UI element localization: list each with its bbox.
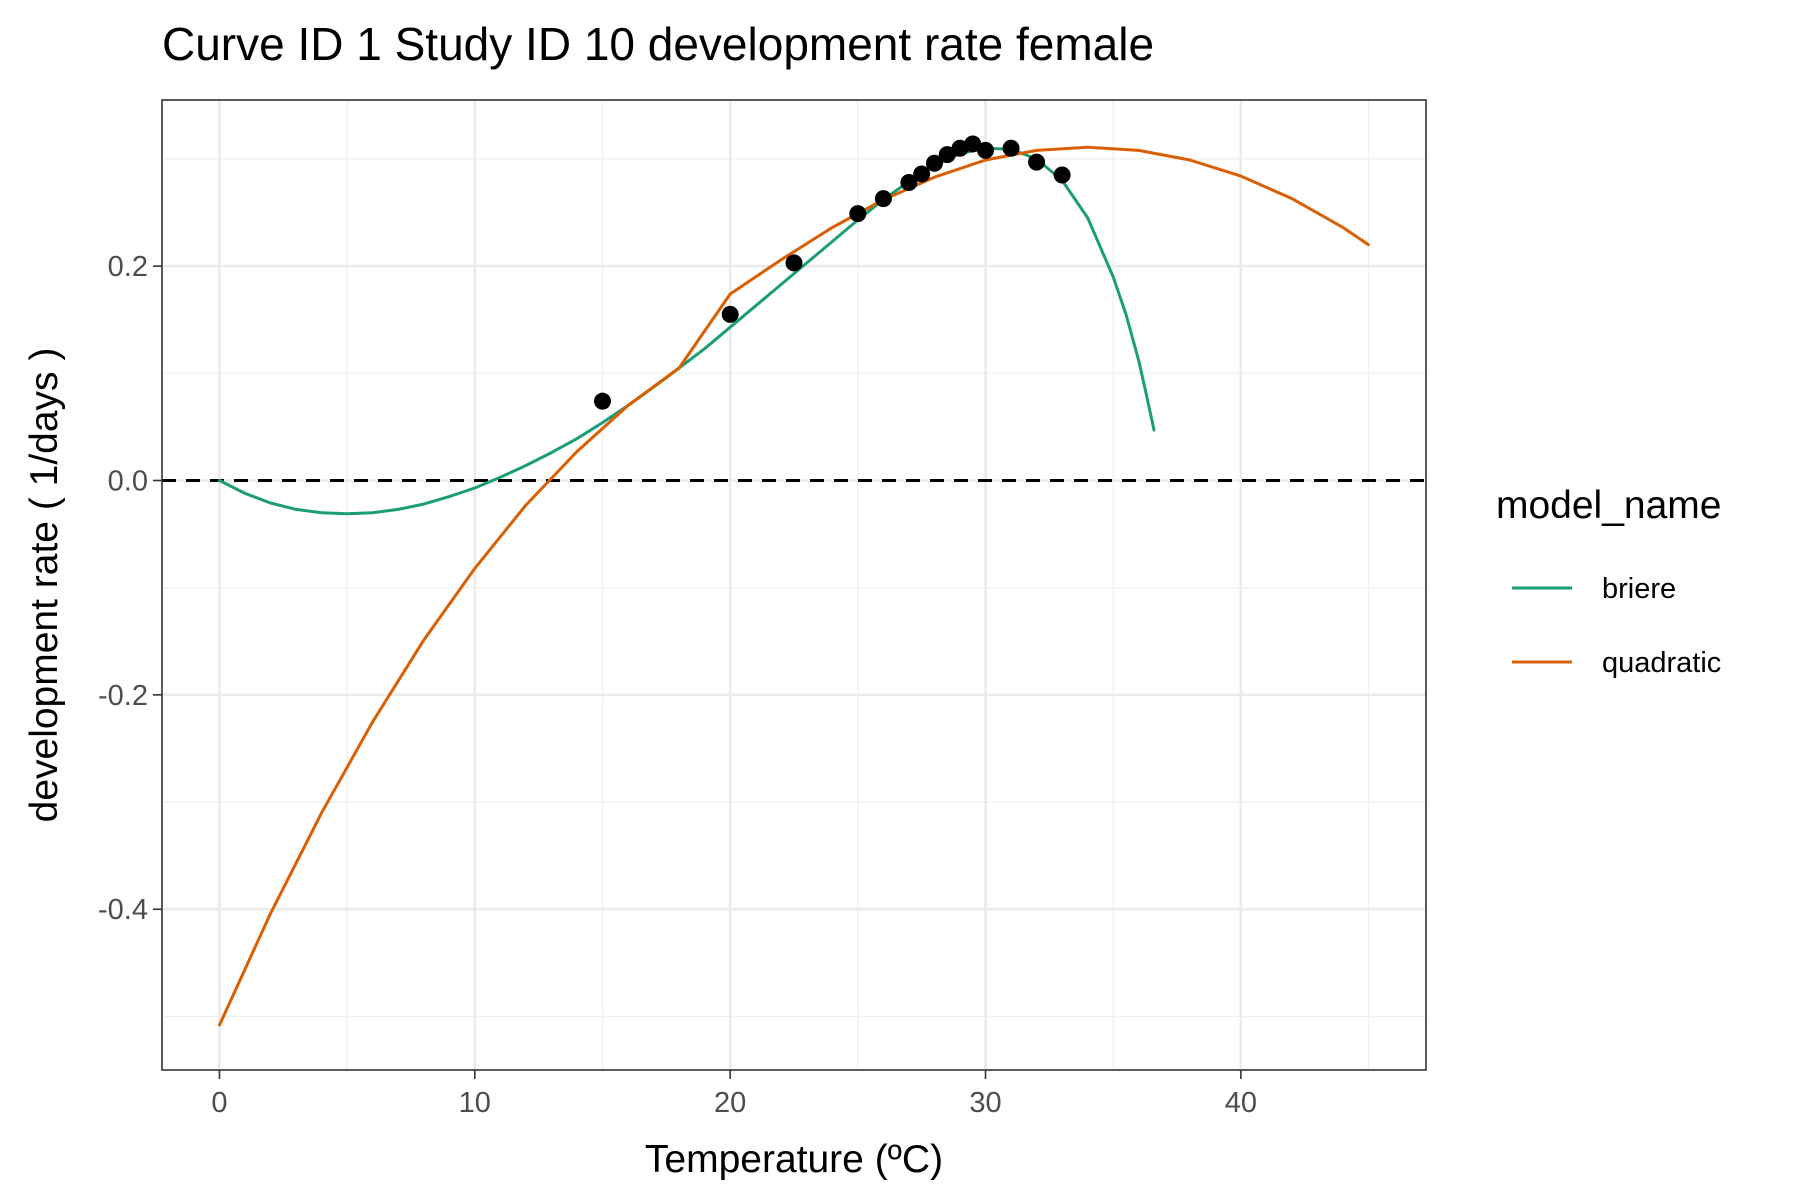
- data-point: [900, 174, 918, 192]
- y-tick-label: -0.2: [98, 680, 148, 712]
- y-axis-ticks: -0.4 -0.2 0.0 0.2: [98, 251, 162, 926]
- data-point: [951, 139, 969, 157]
- data-points: [593, 135, 1071, 410]
- data-point: [1053, 166, 1071, 184]
- legend-items: briere quadratic: [1512, 573, 1721, 679]
- data-point: [913, 165, 931, 183]
- x-axis-label: Temperature (ºC): [645, 1138, 943, 1181]
- data-point: [874, 190, 892, 208]
- x-tick-label: 30: [969, 1087, 1001, 1119]
- chart-title: Curve ID 1 Study ID 10 development rate …: [162, 18, 1154, 70]
- y-tick-label: 0.2: [108, 251, 148, 283]
- series-lines: [218, 145, 1370, 1027]
- legend-label-quadratic: quadratic: [1602, 647, 1721, 679]
- data-point: [849, 205, 867, 223]
- y-tick-label: -0.4: [98, 894, 148, 926]
- legend-title: model_name: [1496, 484, 1721, 527]
- series-line-briere: [218, 146, 1156, 516]
- legend-label-briere: briere: [1602, 573, 1676, 605]
- x-tick-label: 20: [714, 1087, 746, 1119]
- x-tick-label: 10: [459, 1087, 491, 1119]
- data-point: [938, 146, 956, 164]
- plot-background: [162, 100, 1426, 1070]
- data-point: [721, 305, 739, 323]
- data-point: [964, 135, 982, 153]
- series-line-quadratic: [218, 145, 1370, 1027]
- data-point: [1028, 153, 1046, 171]
- legend: model_name briere quadratic: [1496, 484, 1721, 679]
- data-point: [785, 254, 803, 272]
- x-tick-label: 40: [1225, 1087, 1257, 1119]
- data-point: [977, 141, 995, 159]
- y-tick-label: 0.0: [108, 465, 148, 497]
- legend-item-quadratic: quadratic: [1512, 647, 1721, 679]
- data-point: [593, 392, 611, 410]
- legend-item-briere: briere: [1512, 573, 1676, 605]
- data-point: [1002, 139, 1020, 157]
- x-axis-ticks: 0 10 20 30 40: [211, 1070, 1257, 1119]
- y-axis-label: development rate ( 1/days ): [23, 348, 66, 823]
- plot-border: [161, 99, 1427, 1071]
- data-point: [925, 154, 943, 172]
- x-tick-label: 0: [211, 1087, 227, 1119]
